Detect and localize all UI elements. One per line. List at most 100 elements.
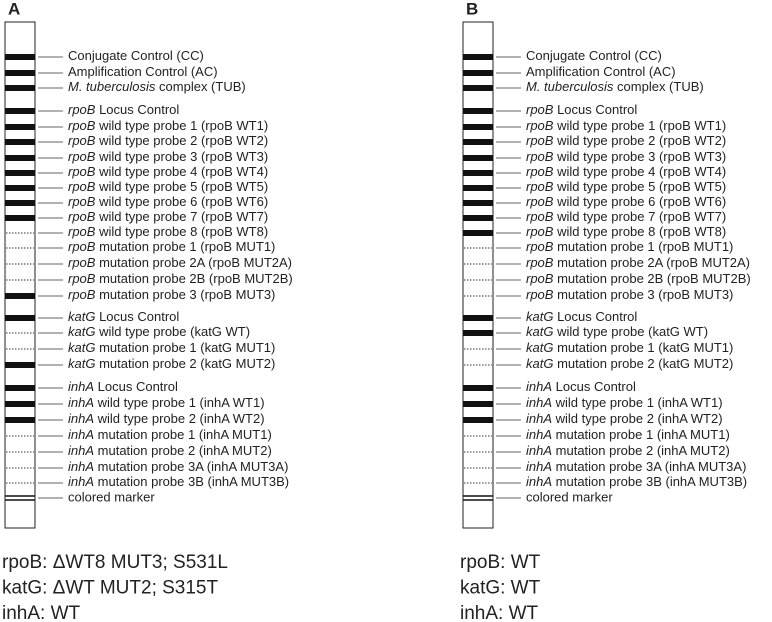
probe-label: Conjugate Control (CC): [526, 48, 662, 63]
probe-text: wild type probe 8 (rpoB WT8): [95, 224, 268, 239]
band: [5, 170, 35, 176]
probe-label: katG mutation probe 2 (katG MUT2): [526, 356, 733, 371]
probe-label: rpoB wild type probe 2 (rpoB WT2): [68, 133, 268, 148]
probe-text: wild type probe 3 (rpoB WT3): [95, 149, 268, 164]
band: [5, 215, 35, 221]
band: [463, 315, 493, 321]
probe-text: wild type probe 5 (rpoB WT5): [553, 179, 726, 194]
band: [5, 417, 35, 423]
probe-label: inhA Locus Control: [68, 379, 178, 394]
band: [463, 155, 493, 161]
probe-gene: rpoB: [68, 102, 96, 117]
probe-text: wild type probe 2 (rpoB WT2): [553, 133, 726, 148]
probe-text: mutation probe 2A (rpoB MUT2A): [553, 255, 750, 270]
probe-text: mutation probe 3B (inhA MUT3B): [94, 474, 289, 489]
probe-text: mutation probe 2A (rpoB MUT2A): [95, 255, 292, 270]
probe-gene: inhA: [526, 459, 552, 474]
panel-label: A: [8, 0, 20, 18]
probe-gene: rpoB: [526, 179, 554, 194]
band: [5, 108, 35, 114]
probe-label: rpoB wild type probe 3 (rpoB WT3): [68, 149, 268, 164]
probe-gene: katG: [68, 340, 95, 355]
probe-gene: rpoB: [68, 118, 96, 133]
strip: [4, 21, 36, 529]
probe-label: katG Locus Control: [526, 309, 637, 324]
probe-gene: inhA: [68, 379, 94, 394]
probe-label: rpoB mutation probe 2A (rpoB MUT2A): [526, 255, 750, 270]
probe-text: mutation probe 1 (katG MUT1): [553, 340, 733, 355]
probe-label: rpoB wild type probe 8 (rpoB WT8): [68, 224, 268, 239]
band: [463, 139, 493, 145]
band: [5, 315, 35, 321]
band: [463, 185, 493, 191]
probe-label: rpoB wild type probe 4 (rpoB WT4): [68, 164, 268, 179]
probe-label: inhA wild type probe 2 (inhA WT2): [68, 411, 265, 426]
probe-gene: inhA: [68, 459, 94, 474]
probe-gene: rpoB: [68, 271, 96, 286]
band: [463, 124, 493, 130]
probe-gene: inhA: [526, 427, 552, 442]
probe-label: katG mutation probe 2 (katG MUT2): [68, 356, 275, 371]
probe-text: wild type probe 6 (rpoB WT6): [553, 194, 726, 209]
probe-label: inhA wild type probe 2 (inhA WT2): [526, 411, 723, 426]
probe-gene: rpoB: [526, 224, 554, 239]
band: [5, 362, 35, 368]
probe-label: rpoB wild type probe 5 (rpoB WT5): [68, 179, 268, 194]
probe-text: mutation probe 3 (rpoB MUT3): [95, 287, 275, 302]
band: [463, 385, 493, 391]
panel: B Conjugate Control (CC)Amplification Con…: [460, 0, 751, 622]
probe-text: Amplification Control (AC): [68, 64, 218, 79]
probe-text: mutation probe 1 (rpoB MUT1): [95, 239, 275, 254]
probe-text: mutation probe 1 (rpoB MUT1): [553, 239, 733, 254]
probe-label: inhA Locus Control: [526, 379, 636, 394]
probe-gene: rpoB: [526, 209, 554, 224]
band: [5, 139, 35, 145]
probe-gene: rpoB: [526, 102, 554, 117]
panel-label: B: [466, 0, 478, 18]
band: [5, 70, 35, 76]
probe-text: wild type probe (katG WT): [553, 324, 708, 339]
probe-label: inhA wild type probe 1 (inhA WT1): [526, 395, 723, 410]
probe-label: inhA wild type probe 1 (inhA WT1): [68, 395, 265, 410]
probe-text: mutation probe 1 (inhA MUT1): [94, 427, 272, 442]
probe-gene: inhA: [526, 443, 552, 458]
probe-text: wild type probe 4 (rpoB WT4): [95, 164, 268, 179]
probe-label: inhA mutation probe 3A (inhA MUT3A): [68, 459, 288, 474]
probe-text: wild type probe 5 (rpoB WT5): [95, 179, 268, 194]
probe-label: katG mutation probe 1 (katG MUT1): [68, 340, 275, 355]
band: [5, 54, 35, 60]
marker-label: colored marker: [68, 489, 155, 504]
band: [463, 85, 493, 91]
probe-text: Locus Control: [553, 102, 637, 117]
probe-label: katG wild type probe (katG WT): [526, 324, 708, 339]
probe-text: wild type probe 1 (rpoB WT1): [553, 118, 726, 133]
probe-label: Amplification Control (AC): [68, 64, 218, 79]
probe-text: mutation probe 3A (inhA MUT3A): [552, 459, 746, 474]
result: inhA: WT: [460, 603, 539, 622]
marker-label: colored marker: [526, 489, 613, 504]
probe-text: wild type probe 1 (inhA WT1): [94, 395, 265, 410]
probe-gene: rpoB: [68, 209, 96, 224]
probe-label: inhA mutation probe 1 (inhA MUT1): [526, 427, 730, 442]
probe-text: complex (TUB): [613, 79, 703, 94]
probe-label: rpoB Locus Control: [68, 102, 179, 117]
probe-label: inhA mutation probe 3B (inhA MUT3B): [68, 474, 289, 489]
probe-label: rpoB mutation probe 2A (rpoB MUT2A): [68, 255, 292, 270]
probe-gene: inhA: [526, 474, 552, 489]
probe-gene: katG: [526, 340, 553, 355]
probe-label: Conjugate Control (CC): [68, 48, 204, 63]
probe-text: wild type probe (katG WT): [95, 324, 250, 339]
probe-gene: inhA: [68, 395, 94, 410]
probe-text: Locus Control: [94, 379, 178, 394]
probe-label: rpoB wild type probe 8 (rpoB WT8): [526, 224, 726, 239]
probe-text: mutation probe 2 (inhA MUT2): [94, 443, 272, 458]
probe-label: rpoB mutation probe 3 (rpoB MUT3): [526, 287, 733, 302]
strip: [462, 21, 494, 529]
panel: A Conjugate Control (CC)Amplification Con…: [2, 0, 293, 622]
probe-label: rpoB wild type probe 3 (rpoB WT3): [526, 149, 726, 164]
result: katG: WT: [460, 578, 541, 599]
probe-gene: rpoB: [526, 133, 554, 148]
probe-label: rpoB mutation probe 2B (rpoB MUT2B): [526, 271, 751, 286]
probe-label: M. tuberculosis complex (TUB): [68, 79, 246, 94]
